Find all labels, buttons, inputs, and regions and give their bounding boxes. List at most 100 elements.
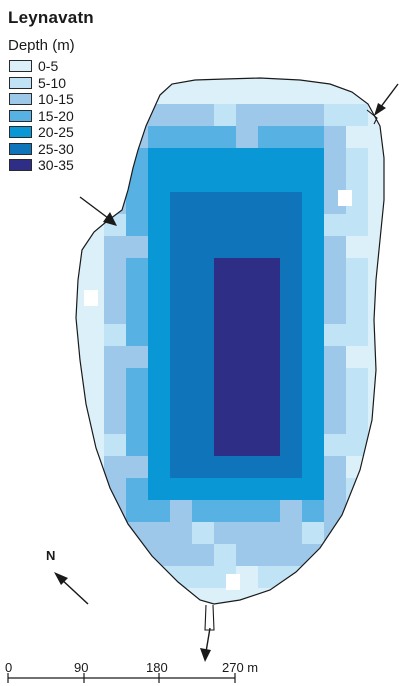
legend-item: 20-25 xyxy=(9,124,74,141)
depth-cell xyxy=(324,544,347,567)
depth-cell xyxy=(258,148,281,171)
depth-cell xyxy=(302,500,325,523)
depth-cell xyxy=(126,302,149,325)
depth-cell xyxy=(302,192,325,215)
depth-cell xyxy=(368,280,384,303)
depth-cell xyxy=(324,610,347,633)
depth-cell xyxy=(258,78,281,83)
legend-title: Depth (m) xyxy=(8,37,75,54)
depth-cell xyxy=(346,610,369,633)
depth-cell xyxy=(214,368,237,391)
depth-cell xyxy=(148,214,171,237)
depth-cell xyxy=(236,280,259,303)
depth-cell xyxy=(126,434,149,457)
lake-shoreline xyxy=(75,77,385,605)
depth-cell xyxy=(236,148,259,171)
depth-cell xyxy=(302,346,325,369)
depth-cell xyxy=(76,280,83,303)
depth-cell xyxy=(302,456,325,479)
depth-cell xyxy=(236,82,259,105)
depth-cell xyxy=(346,456,369,479)
depth-cell xyxy=(324,302,347,325)
depth-cell xyxy=(170,104,193,127)
depth-cell xyxy=(82,522,105,545)
depth-cell xyxy=(236,192,259,215)
depth-cell xyxy=(390,192,399,215)
depth-cell xyxy=(192,544,215,567)
depth-cell xyxy=(126,478,149,501)
depth-cell xyxy=(82,324,105,347)
depth-cell xyxy=(104,82,127,105)
depth-cell xyxy=(214,258,237,281)
depth-cell xyxy=(104,434,127,457)
legend-label: 20-25 xyxy=(38,124,74,141)
depth-cell xyxy=(324,170,347,193)
depth-cell xyxy=(148,302,171,325)
depth-cell xyxy=(104,324,127,347)
depth-cell xyxy=(82,104,105,127)
depth-cell xyxy=(280,588,303,604)
depth-cell xyxy=(236,170,259,193)
legend-label: 30-35 xyxy=(38,157,74,174)
depth-cell xyxy=(104,500,127,523)
depth-cell xyxy=(280,390,303,413)
depth-cell xyxy=(390,566,399,589)
depth-cell xyxy=(368,192,384,215)
depth-cell xyxy=(214,610,237,633)
depth-cell xyxy=(346,302,369,325)
scale-label-270: 270 m xyxy=(222,660,259,675)
depth-cell xyxy=(302,478,325,501)
depth-cell xyxy=(324,148,347,171)
depth-cell xyxy=(76,324,83,347)
depth-cell xyxy=(368,126,384,149)
depth-cell xyxy=(148,192,171,215)
depth-cell xyxy=(280,412,303,435)
depth-cell xyxy=(346,412,369,435)
depth-cell xyxy=(76,478,83,501)
depth-cell xyxy=(390,302,399,325)
depth-cell xyxy=(258,324,281,347)
depth-cell xyxy=(236,126,259,149)
depth-cell xyxy=(192,82,215,105)
depth-cell xyxy=(236,566,259,589)
depth-cell xyxy=(346,170,369,193)
depth-cell xyxy=(170,522,193,545)
depth-cell xyxy=(170,214,193,237)
depth-cell xyxy=(104,522,127,545)
depth-cell xyxy=(104,456,127,479)
depth-cell xyxy=(302,522,325,545)
depth-cell xyxy=(76,390,83,413)
depth-cell xyxy=(302,214,325,237)
depth-cell xyxy=(280,500,303,523)
depth-cell xyxy=(280,258,303,281)
depth-cell xyxy=(346,368,369,391)
depth-cell xyxy=(82,82,105,105)
depth-cell xyxy=(126,236,149,259)
map-title: Leynavatn xyxy=(8,8,94,27)
depth-cell xyxy=(368,456,384,479)
depth-cell xyxy=(104,544,127,567)
depth-cell xyxy=(104,302,127,325)
depth-cell xyxy=(368,588,384,604)
depth-cell xyxy=(236,258,259,281)
depth-cell xyxy=(148,368,171,391)
depth-cell xyxy=(76,544,83,567)
depth-cell xyxy=(170,434,193,457)
depth-cell xyxy=(346,588,369,604)
depth-cell xyxy=(280,192,303,215)
depth-cell xyxy=(390,258,399,281)
depth-cell xyxy=(126,78,149,83)
depth-cell xyxy=(214,82,237,105)
legend-swatch xyxy=(9,126,32,139)
depth-cell xyxy=(170,82,193,105)
depth-cell xyxy=(126,324,149,347)
depth-cell xyxy=(192,236,215,259)
depth-cell xyxy=(368,566,384,589)
depth-cell xyxy=(170,610,193,633)
depth-cell xyxy=(302,302,325,325)
depth-cell xyxy=(104,566,127,589)
depth-cell xyxy=(126,412,149,435)
depth-cell xyxy=(76,412,83,435)
depth-cell xyxy=(104,104,127,127)
depth-cell xyxy=(76,456,83,479)
